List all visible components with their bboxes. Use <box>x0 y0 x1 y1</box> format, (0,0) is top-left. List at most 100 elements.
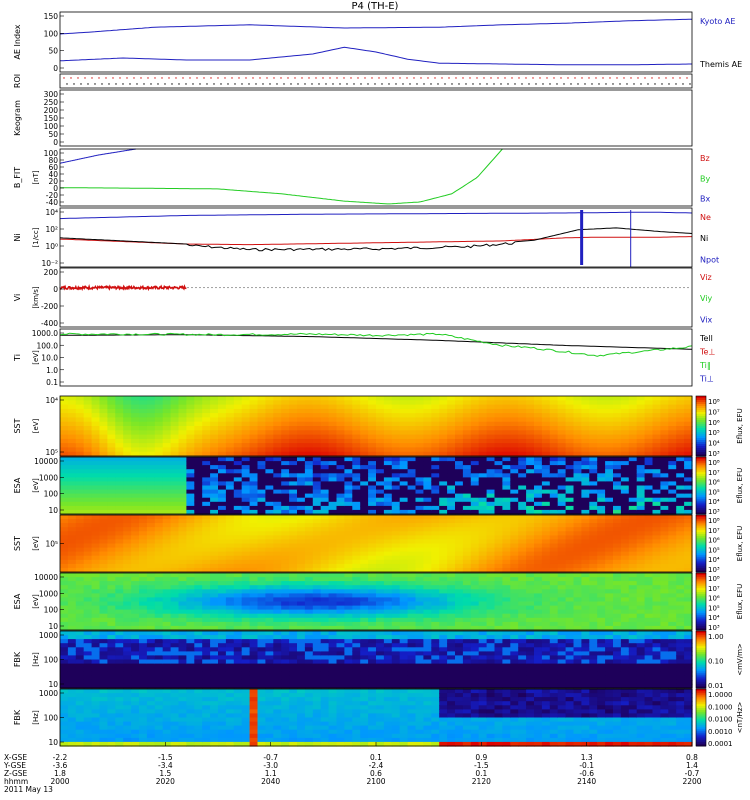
heatmap-cell <box>218 400 227 406</box>
heatmap-cell <box>60 581 69 586</box>
heatmap-cell <box>581 547 590 553</box>
heatmap-cell <box>91 509 101 515</box>
heatmap-cell <box>462 601 472 607</box>
roi-dot <box>458 83 460 85</box>
heatmap-cell <box>257 617 266 623</box>
colorbar-segment <box>696 414 706 417</box>
legend-entry: Kyoto AE <box>700 17 735 26</box>
heatmap-cell <box>297 434 306 440</box>
heatmap-cell <box>154 421 164 427</box>
heatmap-cell <box>139 605 148 611</box>
heatmap-cell <box>494 605 503 611</box>
heatmap-cell <box>668 465 677 470</box>
heatmap-cell <box>91 621 101 627</box>
heatmap-cell <box>304 547 314 553</box>
heatmap-cell <box>439 527 448 532</box>
heatmap-cell <box>462 485 472 491</box>
heatmap-cell <box>154 493 164 499</box>
heatmap-cell <box>273 577 282 582</box>
heatmap-cell <box>186 404 195 410</box>
heatmap-cell <box>123 497 132 503</box>
heatmap-cell <box>455 519 464 524</box>
heatmap-cell <box>628 617 638 623</box>
heatmap-cell <box>131 469 140 474</box>
heatmap-cell <box>557 547 567 553</box>
heatmap-cell <box>494 567 503 573</box>
heatmap-cell <box>170 457 180 462</box>
heatmap-cell <box>415 543 424 549</box>
heatmap-cell <box>241 434 251 440</box>
heatmap-cell <box>178 408 187 414</box>
heatmap-cell <box>146 430 156 436</box>
heatmap-cell <box>589 497 598 503</box>
heatmap-cell <box>676 473 685 478</box>
heatmap-cell <box>67 426 77 431</box>
y-tick-label: -20 <box>46 191 58 200</box>
zero-dot <box>267 287 269 289</box>
heatmap-cell <box>494 555 503 561</box>
roi-dot <box>437 83 439 85</box>
heatmap-cell <box>202 400 211 406</box>
heatmap-cell <box>502 547 511 553</box>
heatmap-cell <box>423 485 432 491</box>
heatmap-cell <box>684 497 693 503</box>
heatmap-cell <box>99 438 108 444</box>
heatmap-cell <box>115 539 124 545</box>
heatmap-cell <box>178 396 187 401</box>
zero-dot <box>559 287 561 289</box>
heatmap-cell <box>107 485 116 491</box>
heatmap-cell <box>60 477 69 483</box>
heatmap-cell <box>605 461 614 466</box>
heatmap-cell <box>668 497 677 503</box>
heatmap-cell <box>376 485 385 491</box>
heatmap-cell <box>478 434 488 440</box>
heatmap-cell <box>75 473 85 478</box>
heatmap-cell <box>312 469 322 474</box>
heatmap-cell <box>304 408 314 414</box>
heatmap-cell <box>407 543 417 549</box>
heatmap-cell <box>75 543 85 549</box>
heatmap-cell <box>336 477 345 483</box>
heatmap-cell <box>502 434 511 440</box>
heatmap-cell <box>636 593 646 599</box>
heatmap-cell <box>320 605 330 611</box>
heatmap-cell <box>83 547 93 553</box>
heatmap-cell <box>368 497 377 503</box>
heatmap-cell <box>178 515 187 520</box>
heatmap-cell <box>605 489 614 495</box>
heatmap-cell <box>431 589 440 594</box>
heatmap-cell <box>352 585 361 590</box>
heatmap-cell <box>320 501 330 507</box>
heatmap-cell <box>312 396 322 401</box>
heatmap-cell <box>320 551 330 557</box>
heatmap-cell <box>478 447 488 453</box>
roi-dot <box>665 77 667 79</box>
heatmap-cell <box>336 434 345 440</box>
heatmap-cell <box>423 609 432 615</box>
heatmap-cell <box>233 497 243 503</box>
heatmap-cell <box>613 609 622 615</box>
heatmap-cell <box>668 473 677 478</box>
heatmap-cell <box>439 589 448 594</box>
heatmap-cell <box>225 489 235 495</box>
heatmap-cell <box>297 543 306 549</box>
heatmap-cell <box>178 601 187 607</box>
heatmap-cell <box>644 447 654 453</box>
zero-dot <box>567 287 569 289</box>
heatmap-cell <box>352 417 361 423</box>
heatmap-cell <box>304 589 314 594</box>
heatmap-cell <box>494 430 503 436</box>
heatmap-cell <box>320 515 330 520</box>
heatmap-cell <box>605 434 614 440</box>
heatmap-cell <box>613 613 622 619</box>
heatmap-cell <box>510 485 519 491</box>
heatmap-cell <box>170 434 180 440</box>
heatmap-cell <box>431 563 440 569</box>
heatmap-cell <box>344 505 353 511</box>
heatmap-cell <box>241 505 251 511</box>
heatmap-cell <box>281 497 290 503</box>
heatmap-cell <box>249 609 259 615</box>
heatmap-cell <box>368 523 377 528</box>
heatmap-cell <box>549 523 559 528</box>
heatmap-cell <box>518 625 527 631</box>
